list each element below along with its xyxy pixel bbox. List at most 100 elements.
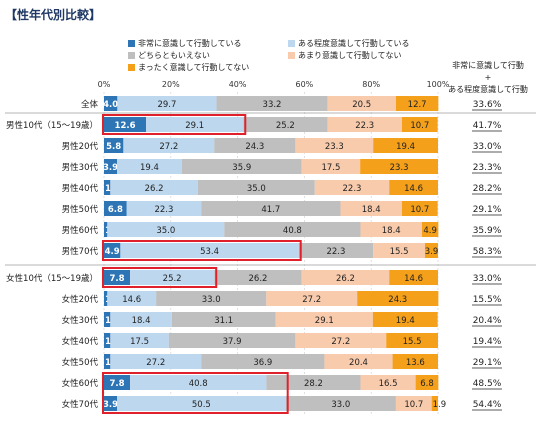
data-label-somewhat: 25.2 [163,274,182,284]
bar-segment-notatall [395,96,439,111]
data-label-very: 12.6 [115,121,136,131]
data-label-notmuch: 16.5 [379,379,398,389]
bar-segment-somewhat [130,375,267,390]
row-total: 29.1% [473,205,502,215]
legend-item-very: 非常に意識して行動している [128,38,242,49]
data-label-neither: 41.7 [261,205,280,215]
row-total: 33.6% [473,100,502,110]
bar-segment-somewhat [120,243,299,258]
data-label-neither: 35.9 [232,163,251,173]
row-label: 男性30代 [62,162,99,173]
row-label: 女性40代 [62,336,99,347]
bar-segment-notatall [372,312,438,327]
bar-segment-notatall [401,117,438,132]
data-label-notmuch: 20.4 [349,358,368,368]
bar-segment-neither [156,291,267,306]
bar-segment-very [104,243,121,258]
bar-segment-somewhat [107,222,225,237]
data-label-somewhat: 29.1 [185,121,204,131]
row-total: 33.0% [473,142,502,152]
right-header-line1: 非常に意識して行動 [452,61,524,70]
bar-segment-notatall [431,396,438,411]
data-label-notmuch: 22.3 [355,121,374,131]
data-label-notatall: 23.3 [390,163,409,173]
bar-segment-somewhat [110,180,198,195]
data-label-neither: 33.0 [202,295,221,305]
bar-segment-very [104,201,127,216]
row-total: 54.4% [473,400,502,410]
row-total: 20.4% [473,316,502,326]
legend-label-very: 非常に意識して行動している [138,39,242,48]
bar-segment-notmuch [327,96,396,111]
legend-item-notmuch: あまり意識して行動してない [288,50,402,61]
bar-segment-notatall [401,201,438,216]
data-label-neither: 26.2 [249,274,268,284]
data-label-neither: 22.3 [326,247,345,257]
row-total: 28.2% [473,184,502,194]
row-total: 33.0% [473,274,502,284]
tick-label-1: 20% [162,80,180,89]
data-label-very: 3.9 [103,400,118,410]
data-label-notmuch: 18.4 [362,205,381,215]
bar-segment-notmuch [314,180,390,195]
data-label-notatall: 3.9 [425,247,439,257]
data-label-very: 3.9 [103,163,118,173]
row-label: 女性50代 [62,357,99,368]
bar-segment-very [104,396,118,411]
data-label-notatall: 12.7 [408,100,427,110]
data-label-notatall: 10.7 [410,121,429,131]
data-label-notmuch: 20.5 [352,100,371,110]
row-total: 29.1% [473,358,502,368]
row-label: 女性20代 [62,294,99,305]
bar-segment-somewhat [110,354,202,369]
bar-segment-notmuch [395,396,432,411]
data-label-neither: 33.2 [263,100,282,110]
row-total: 41.7% [473,121,502,131]
data-label-notmuch: 18.4 [382,226,401,236]
legend-item-notatall: まったく意識して行動してない [128,62,249,73]
data-label-notmuch: 17.5 [321,163,340,173]
bar-segment-notatall [424,243,438,258]
data-label-somewhat: 53.4 [200,247,219,257]
bar-segment-neither [214,270,302,285]
row-total: 58.3% [473,247,502,257]
tick-label-5: 100% [427,80,450,89]
bar-segment-somewhat [107,291,157,306]
data-label-notmuch: 26.2 [336,274,355,284]
data-label-very: 7.8 [109,379,124,389]
tick-label-0: 0% [98,80,111,89]
bar-segment-neither [171,312,276,327]
bar-segment-neither [285,396,396,411]
bar-segment-neither [201,201,341,216]
data-label-notatall: 1.9 [433,400,447,410]
highlight-box-0 [102,114,247,135]
bar-segment-somewhat [130,270,215,285]
data-label-notmuch: 23.3 [325,142,344,152]
row-total: 15.5% [473,295,502,305]
data-label-somewhat: 14.6 [122,295,141,305]
bar-segment-notmuch [324,354,393,369]
bar-segment-notmuch [327,117,402,132]
row-total: 19.4% [473,337,502,347]
data-label-very: 5.8 [106,142,121,152]
row-label: 女性70代 [62,399,99,410]
legend-swatch-somewhat [288,40,295,47]
right-header: 非常に意識して行動 + ある程度意識して行動 [440,60,536,96]
bar-segment-notmuch [275,312,373,327]
legend-swatch-very [128,40,135,47]
legend-swatch-neither [128,52,135,59]
data-label-somewhat: 35.0 [156,226,175,236]
bar-segment-notatall [392,354,438,369]
data-label-neither: 31.1 [214,316,233,326]
bar-segment-somewhat [126,201,202,216]
data-label-somewhat: 19.4 [140,163,159,173]
bar-segment-notatall [373,138,438,153]
row-label: 全体 [81,99,99,110]
bar-segment-neither [224,222,361,237]
bar-segment-very [104,270,131,285]
bar-segment-neither [298,243,374,258]
bar-segment-neither [216,96,328,111]
data-label-neither: 25.2 [276,121,295,131]
bar-segment-somewhat [117,396,286,411]
data-label-notatall: 19.4 [396,316,415,326]
